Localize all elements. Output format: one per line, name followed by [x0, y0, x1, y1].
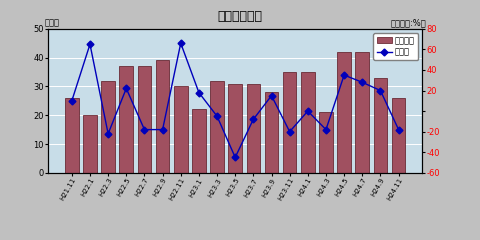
Bar — [156, 60, 169, 173]
Bar — [247, 84, 260, 173]
Bar — [283, 72, 297, 173]
Text: （件）: （件） — [44, 18, 59, 27]
Text: 企業倒産件数: 企業倒産件数 — [217, 10, 263, 23]
Bar — [337, 52, 351, 173]
Bar — [210, 81, 224, 173]
Bar — [264, 92, 278, 173]
Bar — [373, 78, 387, 173]
Legend: 倒産件数, 前年比: 倒産件数, 前年比 — [373, 33, 418, 60]
Bar — [319, 112, 333, 173]
Bar — [301, 72, 314, 173]
Bar — [83, 115, 97, 173]
Bar — [65, 98, 79, 173]
Bar — [356, 52, 369, 173]
Bar — [392, 98, 406, 173]
Text: （前年比:%）: （前年比:%） — [390, 18, 426, 27]
Bar — [174, 86, 188, 173]
Bar — [101, 81, 115, 173]
Bar — [120, 66, 133, 173]
Bar — [228, 84, 242, 173]
Bar — [192, 109, 206, 173]
Bar — [138, 66, 151, 173]
